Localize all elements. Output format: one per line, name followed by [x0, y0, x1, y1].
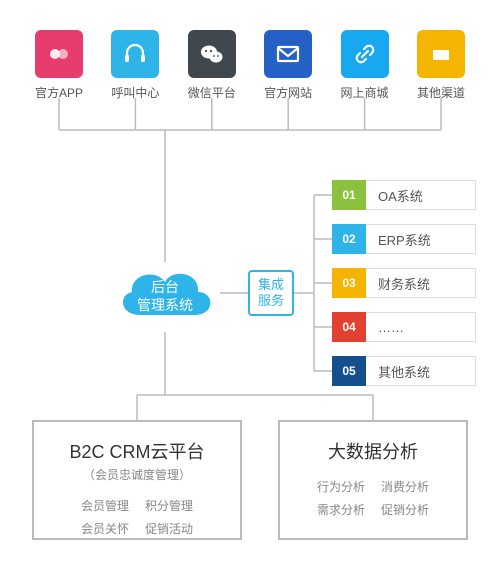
other-icon [417, 30, 465, 78]
feature-item: 积分管理 [145, 497, 193, 514]
crm-subtitle: （会员忠诚度管理） [46, 466, 228, 483]
system-row: 02ERP系统 [332, 224, 476, 254]
channel-label: 网上商城 [341, 84, 389, 101]
channel-label: 官方网站 [264, 84, 312, 101]
channel-wechat: 微信平台 [183, 30, 241, 101]
system-row: 03财务系统 [332, 268, 476, 298]
system-row: 04…… [332, 312, 476, 342]
system-label: …… [366, 312, 476, 342]
call-icon [111, 30, 159, 78]
website-icon [264, 30, 312, 78]
channel-other: 其他渠道 [412, 30, 470, 101]
system-number: 05 [332, 356, 366, 386]
app-icon [35, 30, 83, 78]
bigdata-title: 大数据分析 [292, 438, 454, 464]
wechat-icon [188, 30, 236, 78]
feature-item: 会员管理 [81, 497, 129, 514]
cloud-line2: 管理系统 [137, 297, 193, 313]
bigdata-features: 行为分析消费分析需求分析促销分析 [292, 478, 454, 518]
channel-label: 微信平台 [188, 84, 236, 101]
crm-box: B2C CRM云平台 （会员忠诚度管理） 会员管理积分管理会员关怀促销活动 [32, 420, 242, 540]
channel-call: 呼叫中心 [106, 30, 164, 101]
system-number: 03 [332, 268, 366, 298]
system-label: 财务系统 [366, 268, 476, 298]
channel-app: 官方APP [30, 30, 88, 101]
integration-line2: 服务 [258, 293, 284, 308]
channel-label: 呼叫中心 [111, 84, 159, 101]
system-number: 04 [332, 312, 366, 342]
system-label: 其他系统 [366, 356, 476, 386]
system-row: 01OA系统 [332, 180, 476, 210]
system-label: ERP系统 [366, 224, 476, 254]
feature-row: 需求分析促销分析 [292, 501, 454, 518]
bigdata-box: 大数据分析 行为分析消费分析需求分析促销分析 [278, 420, 468, 540]
backend-cloud: 后台 管理系统 [110, 260, 220, 330]
mall-icon [341, 30, 389, 78]
feature-item: 会员关怀 [81, 520, 129, 537]
system-number: 01 [332, 180, 366, 210]
system-number: 02 [332, 224, 366, 254]
integration-line1: 集成 [258, 277, 284, 292]
feature-item: 消费分析 [381, 478, 429, 495]
channels-row: 官方APP 呼叫中心 微信平台 官方网站 网上商城 其他渠道 [30, 30, 470, 101]
feature-item: 促销分析 [381, 501, 429, 518]
system-row: 05其他系统 [332, 356, 476, 386]
system-label: OA系统 [366, 180, 476, 210]
channel-website: 官方网站 [259, 30, 317, 101]
crm-title: B2C CRM云平台 [46, 438, 228, 464]
feature-item: 需求分析 [317, 501, 365, 518]
systems-list: 01OA系统02ERP系统03财务系统04……05其他系统 [332, 180, 476, 386]
feature-item: 行为分析 [317, 478, 365, 495]
channel-label: 其他渠道 [417, 84, 465, 101]
feature-row: 行为分析消费分析 [292, 478, 454, 495]
channel-mall: 网上商城 [336, 30, 394, 101]
integration-box: 集成 服务 [248, 270, 294, 316]
feature-item: 促销活动 [145, 520, 193, 537]
feature-row: 会员管理积分管理 [46, 497, 228, 514]
channel-label: 官方APP [35, 84, 83, 101]
feature-row: 会员关怀促销活动 [46, 520, 228, 537]
cloud-line1: 后台 [151, 279, 179, 295]
crm-features: 会员管理积分管理会员关怀促销活动 [46, 497, 228, 537]
